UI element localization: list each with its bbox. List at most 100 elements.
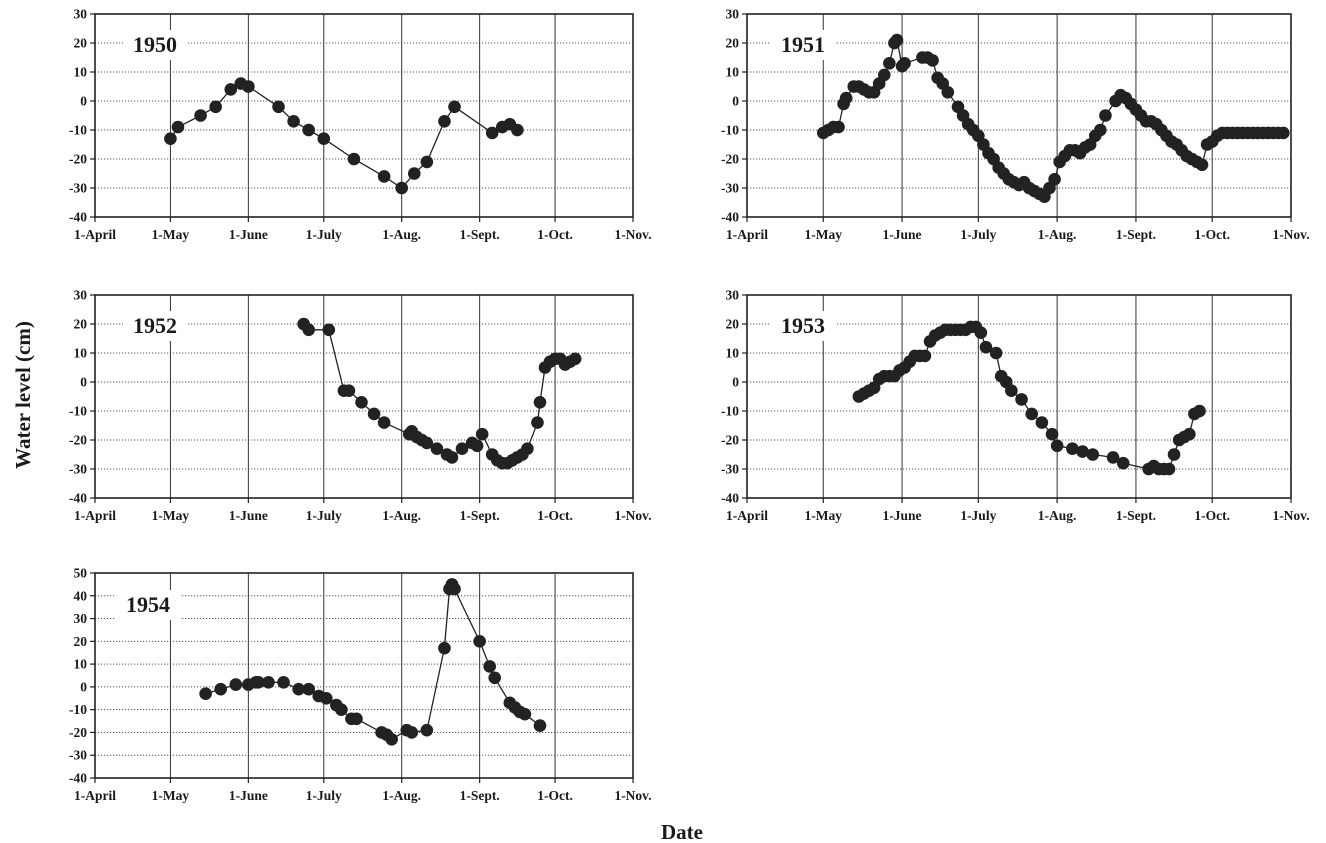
x-tick-label: 1-July — [960, 227, 996, 242]
data-point — [377, 170, 391, 183]
x-tick-label: 1-June — [229, 788, 268, 803]
data-point — [1076, 445, 1089, 458]
x-tick-label: 1-Nov. — [614, 227, 651, 242]
y-tick-label: -10 — [69, 702, 87, 717]
y-tick-label: -20 — [69, 152, 87, 167]
y-tick-label: 20 — [74, 634, 88, 649]
data-point — [430, 442, 444, 456]
x-tick-label: 1-May — [805, 227, 843, 242]
x-tick-label: 1-May — [152, 788, 190, 803]
data-point — [989, 346, 1003, 360]
y-tick-label: 10 — [726, 65, 740, 80]
data-point — [485, 126, 499, 140]
panel-1952: 30 20 10 0 -10 -20 -30 -40 1-April 1-May 1-June 1-J… — [69, 288, 652, 524]
x-tick-label: 1-April — [74, 227, 116, 242]
data-point — [252, 676, 265, 689]
y-tick-label: 10 — [74, 346, 88, 361]
data-point — [194, 109, 207, 122]
data-point — [377, 416, 391, 429]
data-point — [898, 57, 911, 70]
panel-title-background — [771, 30, 835, 60]
x-tick-label: 1-April — [74, 788, 116, 803]
y-tick-label: -40 — [721, 210, 739, 225]
x-tick-label: 1-Sept. — [1116, 227, 1156, 242]
x-tick-label: 1-May — [805, 508, 843, 523]
panel-title: 1951 — [781, 32, 825, 57]
series-line — [169, 82, 518, 189]
x-tick-label: 1-June — [883, 508, 922, 523]
x-tick-label: 1-Sept. — [460, 788, 500, 803]
x-tick-label: 1-June — [883, 227, 922, 242]
data-point — [1167, 448, 1181, 461]
data-point — [1050, 439, 1064, 453]
plot-frame — [94, 13, 634, 218]
x-tick-label: 1-Nov. — [614, 508, 651, 523]
data-point — [1015, 393, 1028, 406]
data-point — [568, 352, 582, 366]
y-tick-label: 10 — [74, 65, 88, 80]
x-tick-label: 1-Oct. — [1194, 508, 1230, 523]
data-point — [292, 682, 305, 696]
data-point — [438, 641, 451, 655]
x-tick-label: 1-Nov. — [1272, 508, 1309, 523]
x-tick-label: 1-July — [960, 508, 996, 523]
data-point — [521, 442, 534, 456]
panel-1953: 30 20 10 0 -10 -20 -30 -40 1-April 1-May 1-June 1-J… — [721, 288, 1310, 524]
y-tick-label: -30 — [721, 462, 739, 477]
y-tick-label: 20 — [726, 36, 740, 51]
data-point — [322, 323, 336, 337]
data-point — [488, 671, 502, 685]
data-point — [533, 719, 547, 732]
data-point — [1162, 462, 1176, 476]
x-tick-label: 1-Aug. — [382, 788, 421, 803]
data-point — [533, 396, 547, 409]
x-tick-label: 1-July — [306, 508, 342, 523]
data-point — [518, 707, 532, 721]
y-tick-label: -30 — [69, 748, 87, 763]
y-tick-label: -40 — [69, 771, 87, 786]
y-tick-label: -40 — [69, 210, 87, 225]
y-tick-label: 0 — [80, 375, 87, 390]
y-tick-label: 20 — [74, 317, 88, 332]
x-tick-label: 1-July — [306, 227, 342, 242]
data-point — [224, 83, 238, 96]
data-point — [448, 582, 461, 596]
data-point — [272, 100, 285, 114]
data-point — [1193, 404, 1206, 418]
plot-frame — [94, 294, 634, 499]
x-tick-label: 1-Sept. — [460, 227, 500, 242]
data-point — [1035, 416, 1049, 429]
data-point — [395, 181, 409, 195]
data-point — [385, 732, 398, 746]
data-point — [1005, 384, 1018, 398]
x-tick-label: 1-June — [229, 508, 268, 523]
panel-title-background — [123, 311, 187, 341]
y-tick-label: 10 — [726, 346, 740, 361]
data-point — [209, 100, 222, 114]
x-tick-label: 1-Sept. — [460, 508, 500, 523]
panel-title: 1952 — [133, 313, 177, 338]
data-point — [1094, 123, 1107, 137]
data-point — [319, 691, 333, 705]
data-point — [350, 712, 363, 726]
x-tick-label: 1-May — [152, 227, 190, 242]
data-point — [941, 86, 955, 99]
data-point — [890, 33, 904, 47]
y-tick-label: 0 — [80, 679, 87, 694]
data-point — [199, 687, 212, 701]
panel-title-background — [123, 30, 187, 60]
x-axis-title: Date — [661, 820, 703, 843]
data-point — [342, 384, 356, 398]
y-tick-label: 30 — [726, 7, 740, 22]
data-point — [420, 155, 434, 169]
data-point — [1195, 158, 1209, 172]
data-point — [926, 54, 939, 67]
data-point — [832, 120, 845, 134]
data-point — [287, 115, 300, 128]
y-tick-label: -40 — [69, 491, 87, 506]
data-point — [302, 323, 315, 337]
y-tick-label: 50 — [74, 566, 88, 581]
y-tick-label: 0 — [732, 94, 739, 109]
data-point — [302, 682, 315, 696]
data-point — [347, 152, 361, 166]
